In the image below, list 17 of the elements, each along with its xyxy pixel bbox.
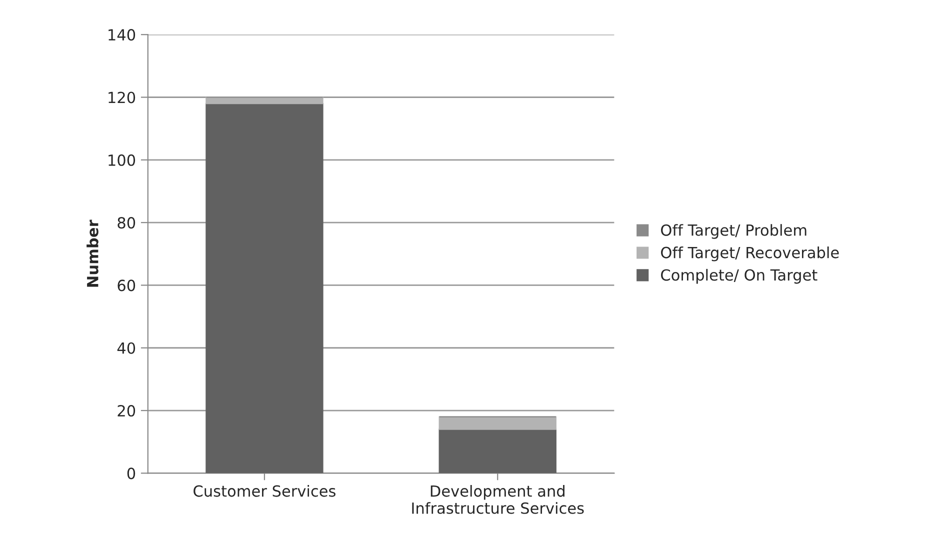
legend-label: Off Target/ Recoverable [661,246,839,262]
y-axis-title: Number [86,220,98,287]
bar [438,428,556,474]
bar [206,102,324,474]
y-tick-label: 60 [118,280,136,292]
y-tick-label: 40 [117,342,136,354]
x-tick-label: Development and Infrastructure Services [412,484,584,514]
y-tick-label: 0 [127,468,136,480]
legend-label: Complete/ On Target [661,268,818,284]
y-tick-label: 100 [108,154,136,166]
y-tick-label: 80 [118,217,136,229]
y-tick-label: 20 [118,404,136,417]
bar [438,416,556,430]
legend-label: Off Target/ Problem [661,224,806,239]
x-tick-label: Customer Services [194,484,336,497]
y-tick-label: 120 [108,92,136,104]
y-tick-label: 140 [108,29,136,41]
